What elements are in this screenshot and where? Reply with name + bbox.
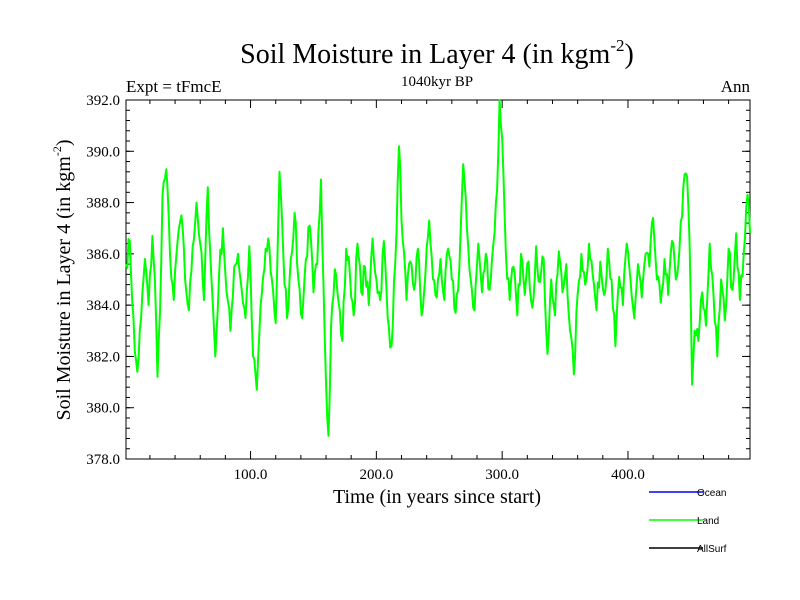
x-tick-label: 400.0: [611, 467, 645, 483]
y-tick-label: 390.0: [86, 144, 120, 160]
x-tick-label: 300.0: [485, 467, 519, 483]
subtitle-center: 1040kyr BP: [401, 74, 473, 90]
y-axis-label-main: Soil Moisture in Layer 4 (in kgm: [53, 156, 75, 421]
chart-title: Soil Moisture in Layer 4 (in kgm-2): [240, 36, 634, 70]
y-tick-label: 386.0: [86, 247, 120, 263]
subtitle-left: Expt = tFmcE: [126, 77, 222, 96]
y-tick-label: 388.0: [86, 196, 120, 212]
legend-label-ocean: Ocean: [697, 488, 726, 499]
legend: Ocean Land AllSurf: [649, 488, 727, 555]
chart-title-main: Soil Moisture in Layer 4 (in kgm: [240, 39, 610, 70]
chart-title-close: ): [625, 39, 634, 70]
x-tick-label: 100.0: [234, 467, 268, 483]
subtitle-right: Ann: [721, 77, 751, 96]
x-tick-label: 200.0: [359, 467, 393, 483]
axis-ticks: 378.0 380.0 382.0 384.0 386.0 388.0 390.0 392.0…: [86, 93, 750, 483]
y-axis-label: Soil Moisture in Layer 4 (in kgm-2): [50, 139, 75, 420]
y-tick-label: 378.0: [86, 452, 120, 468]
legend-label-allsurf: AllSurf: [697, 544, 727, 555]
legend-label-land: Land: [697, 516, 719, 527]
y-tick-label: 392.0: [86, 93, 120, 109]
series-line-land: [125, 99, 751, 437]
x-axis-label: Time (in years since start): [333, 486, 541, 508]
chart-title-sup: -2: [610, 36, 624, 55]
plot-frame: [125, 99, 751, 460]
y-tick-label: 380.0: [86, 401, 120, 417]
y-axis-label-sup: -2: [50, 146, 64, 156]
y-tick-label: 382.0: [86, 349, 120, 365]
series-group: [125, 99, 751, 437]
y-tick-label: 384.0: [86, 298, 120, 314]
y-axis-label-close: ): [53, 139, 75, 146]
